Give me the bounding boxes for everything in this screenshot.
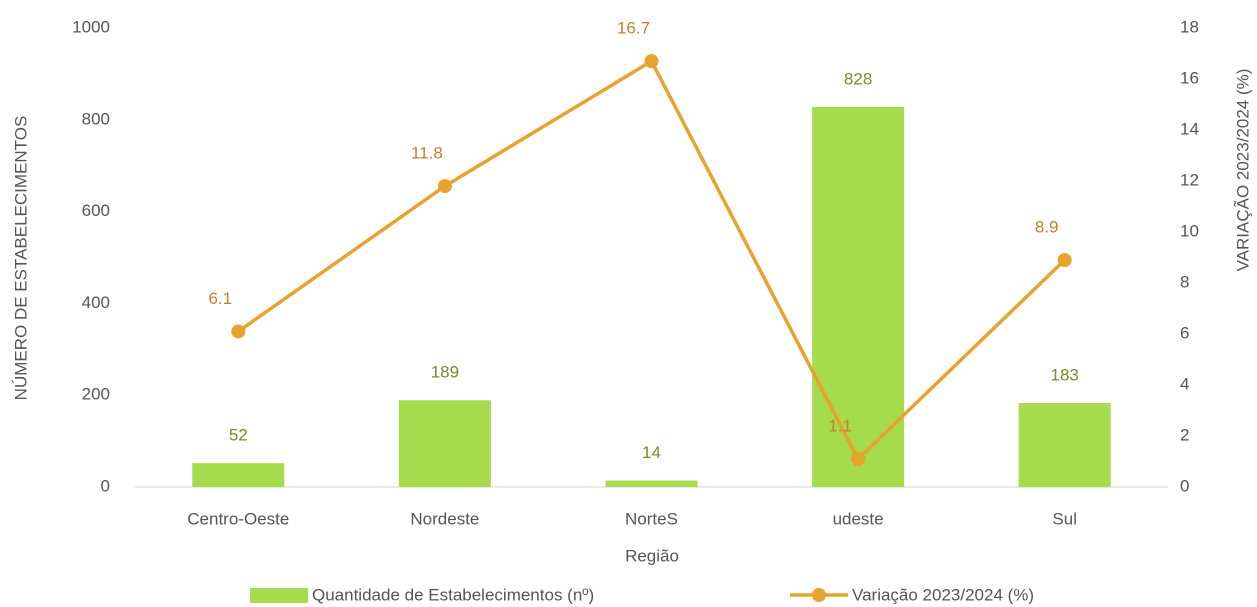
line-point [231,324,246,339]
line-point [644,54,659,69]
legend-swatch [250,588,308,603]
line-point [437,179,452,194]
bar-value-label: 14 [642,443,661,462]
bar [398,400,491,487]
y2-tick-label: 6 [1180,323,1189,342]
y-axis-title: NÚMERO DE ESTABELECIMENTOS [11,116,30,401]
bar [1018,403,1111,487]
line-value-label: 11.8 [411,144,443,163]
x-tick-label: Centro-Oeste [187,509,289,528]
x-tick-label: NorteS [625,509,678,528]
x-tick-label: udeste [833,509,884,528]
bar-value-label: 828 [844,69,872,88]
line [237,58,1066,462]
x-axis-title: Região [625,546,679,565]
bar [812,106,905,487]
y-tick-label: 0 [101,476,110,495]
y-tick-label: 400 [82,293,110,312]
line-value-label: 1.1 [828,416,852,435]
bar-value-label: 52 [229,426,248,445]
line-value-label: 6.1 [208,289,232,308]
y-tick-label: 200 [82,385,110,404]
y2-tick-label: 12 [1180,170,1199,189]
y2-tick-label: 2 [1180,425,1189,444]
y2-tick-label: 4 [1180,374,1189,393]
line-point [1057,253,1072,268]
y2-tick-label: 10 [1180,221,1199,240]
legend-label: Quantidade de Estabelecimentos (nº) [312,585,594,604]
y2-tick-label: 14 [1180,119,1199,138]
legend-swatch-marker [812,588,826,602]
x-tick-label: Sul [1052,509,1077,528]
y2-tick-label: 0 [1180,476,1189,495]
y-tick-label: 1000 [72,17,110,36]
bar [192,463,285,487]
bar [605,480,698,487]
bar-value-label: 189 [431,363,459,382]
y2-tick-label: 16 [1180,68,1199,87]
legend-label: Variação 2023/2024 (%) [852,585,1034,604]
y2-tick-label: 8 [1180,272,1189,291]
y2-axis-title: VARIAÇÃO 2023/2024 (%) [1233,69,1252,272]
y2-tick-label: 18 [1180,17,1199,36]
bar-value-label: 183 [1051,365,1079,384]
line-point [851,451,866,466]
line-value-label: 16.7 [617,19,650,38]
y-tick-label: 800 [82,109,110,128]
line-value-label: 8.9 [1035,218,1059,237]
y-tick-label: 600 [82,201,110,220]
x-tick-label: Nordeste [410,509,479,528]
